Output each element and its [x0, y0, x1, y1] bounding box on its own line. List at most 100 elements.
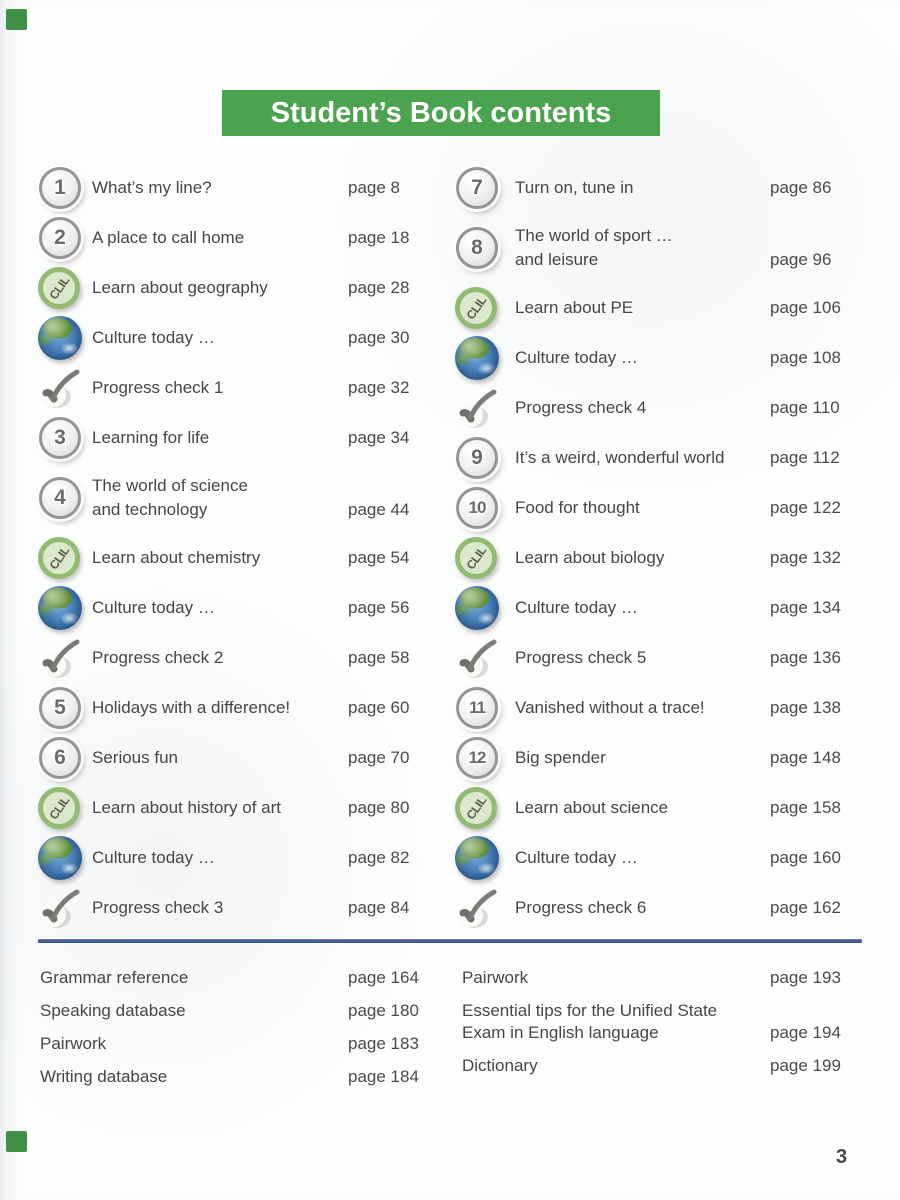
toc-entry-title-line: and leisure — [515, 250, 599, 269]
toc-entry-title-line: The world of sport … — [515, 226, 673, 245]
reference-page: page 194 — [770, 1023, 841, 1042]
toc-entry-title: It’s a weird, wonderful world — [515, 448, 725, 467]
globe-icon — [38, 836, 82, 880]
toc-row: Culture today … page 56 — [38, 583, 414, 633]
toc-entry-page: page 18 — [348, 228, 410, 247]
toc-entry-page: page 84 — [348, 898, 410, 917]
toc-entry-page: page 82 — [348, 848, 410, 867]
toc-row: Culture today … page 134 — [455, 583, 871, 633]
toc-entry-page: page 148 — [770, 748, 841, 767]
toc-entry-page: page 158 — [770, 798, 841, 817]
unit-number-badge: 11 — [456, 687, 498, 729]
unit-number-badge: 1 — [39, 167, 81, 209]
reference-page: page 164 — [348, 968, 419, 987]
clil-icon: CLIL — [38, 537, 80, 579]
unit-number: 8 — [471, 236, 483, 259]
toc-entry-title: Holidays with a difference! — [92, 698, 291, 717]
toc-row: Culture today … page 160 — [455, 833, 871, 883]
unit-number: 9 — [471, 446, 483, 469]
toc-row: Culture today … page 108 — [455, 333, 871, 383]
reference-title: Pairwork — [40, 1034, 107, 1053]
toc-row: Progress check 4 page 110 — [455, 383, 871, 433]
toc-entry-page: page 28 — [348, 278, 410, 297]
toc-row: Culture today … page 30 — [38, 313, 414, 363]
unit-number: 10 — [468, 498, 487, 517]
toc-entry-title: Vanished without a trace! — [515, 698, 705, 717]
toc-row: 5 Holidays with a difference! page 60 — [38, 683, 414, 733]
toc-row: CLIL Learn about PE page 106 — [455, 283, 871, 333]
toc-row: CLIL Learn about biology page 132 — [455, 533, 871, 583]
toc-row: 7 Turn on, tune in page 86 — [455, 163, 871, 213]
toc-row: CLIL Learn about chemistry page 54 — [38, 533, 414, 583]
toc-entry-title: Culture today … — [515, 598, 638, 617]
toc-entry-page: page 58 — [348, 648, 410, 667]
toc-entry-title: Culture today … — [92, 328, 215, 347]
clil-icon: CLIL — [455, 537, 497, 579]
globe-icon — [38, 316, 82, 360]
toc-row: 8 The world of sport … and leisure page 96 — [455, 213, 871, 283]
toc-entry-page: page 112 — [770, 448, 840, 467]
toc-row: 10 Food for thought page 122 — [455, 483, 871, 533]
unit-number: 5 — [54, 696, 66, 719]
toc-entry-page: page 56 — [348, 598, 410, 617]
globe-icon — [455, 836, 499, 880]
toc-entry-page: page 60 — [348, 698, 410, 717]
toc-entry-page: page 30 — [348, 328, 410, 347]
reference-title: Grammar reference — [40, 968, 189, 987]
page-title: Student’s Book contents — [270, 96, 612, 129]
toc-entry-page: page 80 — [348, 798, 410, 817]
toc-row: Progress check 1 page 32 — [38, 363, 414, 413]
unit-number: 11 — [469, 698, 486, 717]
toc-entry-page: page 34 — [348, 428, 410, 447]
toc-row: Culture today … page 82 — [38, 833, 414, 883]
toc-entry-page: page 122 — [770, 498, 841, 517]
toc-entry-title: What’s my line? — [92, 178, 212, 197]
reference-page: page 199 — [770, 1056, 841, 1075]
folio-page-number: 3 — [836, 1146, 848, 1168]
unit-number-badge: 3 — [39, 417, 81, 459]
toc-row: 12 Big spender page 148 — [455, 733, 871, 783]
corner-print-mark-top — [6, 9, 27, 30]
toc-entry-title: Learn about science — [515, 798, 669, 817]
reference-row: Pairwork page 193 — [462, 967, 862, 989]
toc-entry-title: Learn about PE — [515, 298, 634, 317]
toc-entry-title: Progress check 6 — [515, 898, 647, 917]
toc-entry-page: page 134 — [770, 598, 841, 617]
reference-list-right: Pairwork page 193 Essential tips for the U… — [462, 967, 862, 1088]
reference-row: Speaking database page 180 — [40, 1000, 420, 1022]
unit-number: 7 — [471, 176, 483, 199]
toc-entry-page: page 160 — [770, 848, 841, 867]
toc-entry-page: page 132 — [770, 548, 841, 567]
toc-row: 4 The world of science and technology page … — [38, 463, 414, 533]
unit-number-badge: 9 — [456, 437, 498, 479]
toc-entry-title: Food for thought — [515, 498, 640, 517]
toc-entry-title: Learn about geography — [92, 278, 268, 297]
toc-row: CLIL Learn about history of art page 80 — [38, 783, 414, 833]
clil-icon: CLIL — [38, 267, 80, 309]
clil-icon: CLIL — [455, 787, 497, 829]
toc-entry-title-line: The world of science — [92, 476, 248, 495]
toc-entry-page: page 44 — [348, 500, 410, 519]
unit-number-badge: 8 — [456, 227, 498, 269]
toc-entry-page: page 86 — [770, 178, 832, 197]
toc-entry-title: Turn on, tune in — [515, 178, 634, 197]
unit-number-badge: 6 — [39, 737, 81, 779]
toc-entry-page: page 8 — [348, 178, 400, 197]
toc-entry-title: Learn about chemistry — [92, 548, 261, 567]
toc-entry-title: Progress check 5 — [515, 648, 647, 667]
toc-entry-title: Culture today … — [515, 348, 638, 367]
reference-row: Essential tips for the Unified State Exam… — [462, 1000, 862, 1044]
corner-print-mark-bottom — [6, 1131, 27, 1152]
toc-entry-page: page 162 — [770, 898, 841, 917]
toc-entry-page: page 70 — [348, 748, 410, 767]
globe-icon — [455, 336, 499, 380]
reference-title: Speaking database — [40, 1001, 186, 1020]
clil-icon: CLIL — [455, 287, 497, 329]
globe-icon — [38, 586, 82, 630]
toc-entry-title: Learn about biology — [515, 548, 665, 567]
toc-row: 9 It’s a weird, wonderful world page 112 — [455, 433, 871, 483]
toc-column-right: 7 Turn on, tune in page 86 8 The world of sp… — [455, 163, 871, 933]
checkmark-icon — [455, 386, 501, 430]
